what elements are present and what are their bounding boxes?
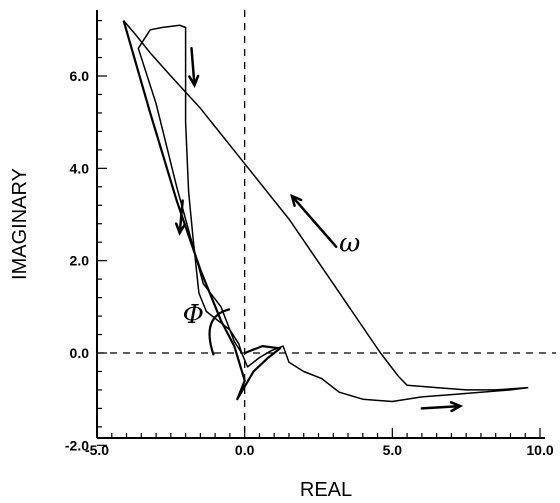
y-tick-labels: -2.0 0.0 2.0 4.0 6.0 xyxy=(65,68,89,453)
x-axis-title: REAL xyxy=(300,479,352,501)
series-line-3 xyxy=(122,20,282,401)
annotation-label: ω xyxy=(339,228,360,258)
y-axis-title: IMAGINARY xyxy=(9,168,31,280)
x-tick-label: 0.0 xyxy=(235,442,255,458)
x-tick-labels: -5.0 0.0 5.0 10.0 xyxy=(85,442,554,458)
y-tick-label: 6.0 xyxy=(70,68,90,84)
series-line-2 xyxy=(123,20,529,391)
direction-arrow xyxy=(188,47,200,89)
direction-arrows xyxy=(174,47,464,413)
x-tick-label: -5.0 xyxy=(85,442,109,458)
y-tick-label: -2.0 xyxy=(65,437,89,453)
series-layer xyxy=(122,20,529,403)
dashed-zero-axes xyxy=(97,10,556,438)
x-tick-label: 10.0 xyxy=(526,442,553,458)
direction-arrow xyxy=(290,193,338,249)
direction-arrow xyxy=(420,401,464,413)
y-tick-label: 0.0 xyxy=(70,345,90,361)
phi-angle-arc xyxy=(208,308,231,356)
y-tick-label: 2.0 xyxy=(70,253,90,269)
annotations: ωΦ xyxy=(183,228,360,356)
annotation-label: Φ xyxy=(183,300,204,330)
direction-arrow xyxy=(174,199,187,236)
y-tick-label: 4.0 xyxy=(70,160,90,176)
axes-frame xyxy=(96,10,545,439)
minor-ticks xyxy=(96,20,541,446)
x-tick-label: 5.0 xyxy=(383,442,403,458)
